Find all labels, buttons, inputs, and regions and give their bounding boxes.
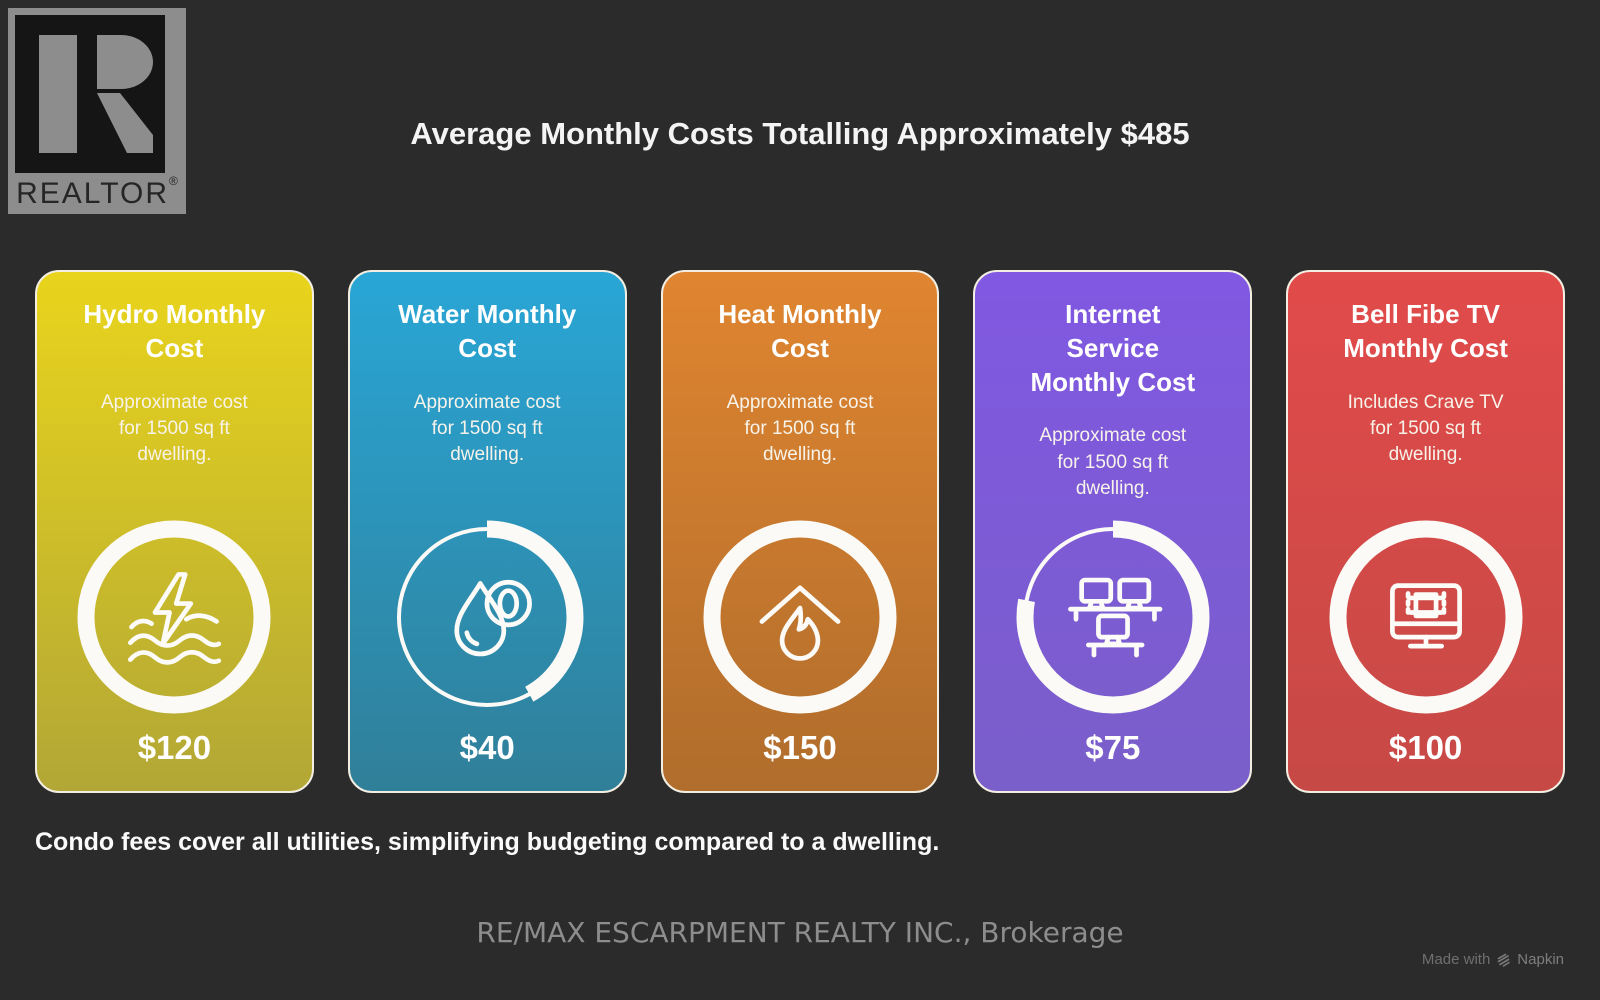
napkin-logo-icon xyxy=(1497,953,1511,967)
card-price: $75 xyxy=(1085,729,1141,766)
heat-flame-icon xyxy=(759,585,841,661)
water-droplet-icon xyxy=(454,579,533,657)
card-price: $100 xyxy=(1388,729,1463,766)
watermark-prefix: Made with xyxy=(1421,951,1491,968)
internet-computers-icon xyxy=(1067,561,1163,658)
progress-ring xyxy=(387,517,587,717)
progress-ring xyxy=(1326,517,1526,717)
progress-ring-svg xyxy=(390,520,584,714)
card-description: Approximate cost for 1500 sq ft dwelling… xyxy=(1039,425,1187,499)
card-title: Heat Monthly Cost xyxy=(718,299,882,363)
card-title: Internet Service Monthly Cost xyxy=(1030,299,1196,397)
footnote: Condo fees cover all utilities, simplify… xyxy=(35,828,940,856)
brokerage-footer: RE/MAX ESCARPMENT REALTY INC., Brokerage xyxy=(476,916,1124,949)
card-price: $120 xyxy=(137,729,212,766)
card-description: Approximate cost for 1500 sq ft dwelling… xyxy=(413,391,561,466)
progress-ring-svg xyxy=(1329,520,1523,714)
napkin-watermark: Made with Napkin xyxy=(1422,951,1564,968)
watermark-brand: Napkin xyxy=(1517,951,1564,968)
card-title: Bell Fibe TV Monthly Cost xyxy=(1343,299,1508,363)
card-price: $150 xyxy=(763,729,837,766)
hydro-lightning-icon xyxy=(128,572,222,665)
progress-ring xyxy=(700,517,900,717)
card-hydro: Hydro Monthly Cost Approximate cost for … xyxy=(35,270,314,793)
cost-cards-row: Hydro Monthly Cost Approximate cost for … xyxy=(35,270,1565,793)
tv-screen-icon xyxy=(1389,583,1462,649)
card-internet: Internet Service Monthly Cost Approximat… xyxy=(973,270,1253,793)
realtor-r-icon xyxy=(15,15,165,173)
card-water: Water Monthly Cost Approximate cost for … xyxy=(347,270,627,793)
card-description: Includes Crave TV for 1500 sq ft dwellin… xyxy=(1347,391,1504,466)
card-title: Hydro Monthly Cost xyxy=(83,299,266,363)
progress-ring-svg xyxy=(77,520,271,714)
card-description: Approximate cost for 1500 sq ft dwelling… xyxy=(726,391,874,466)
realtor-wordmark: REALTOR® xyxy=(16,174,178,210)
progress-ring-svg xyxy=(1016,520,1210,714)
realtor-logo: REALTOR® xyxy=(8,8,186,214)
progress-ring xyxy=(74,517,274,717)
card-bell-fibe-tv: Bell Fibe TV Monthly Cost Includes Crave… xyxy=(1286,270,1565,793)
realtor-r-mark xyxy=(15,15,165,173)
progress-ring-svg xyxy=(703,520,897,714)
card-title: Water Monthly Cost xyxy=(398,299,577,363)
page-title: Average Monthly Costs Totalling Approxim… xyxy=(410,116,1190,151)
card-description: Approximate cost for 1500 sq ft dwelling… xyxy=(101,391,248,466)
progress-ring xyxy=(1013,517,1213,717)
card-price: $40 xyxy=(459,729,515,766)
card-heat: Heat Monthly Cost Approximate cost for 1… xyxy=(660,270,940,793)
